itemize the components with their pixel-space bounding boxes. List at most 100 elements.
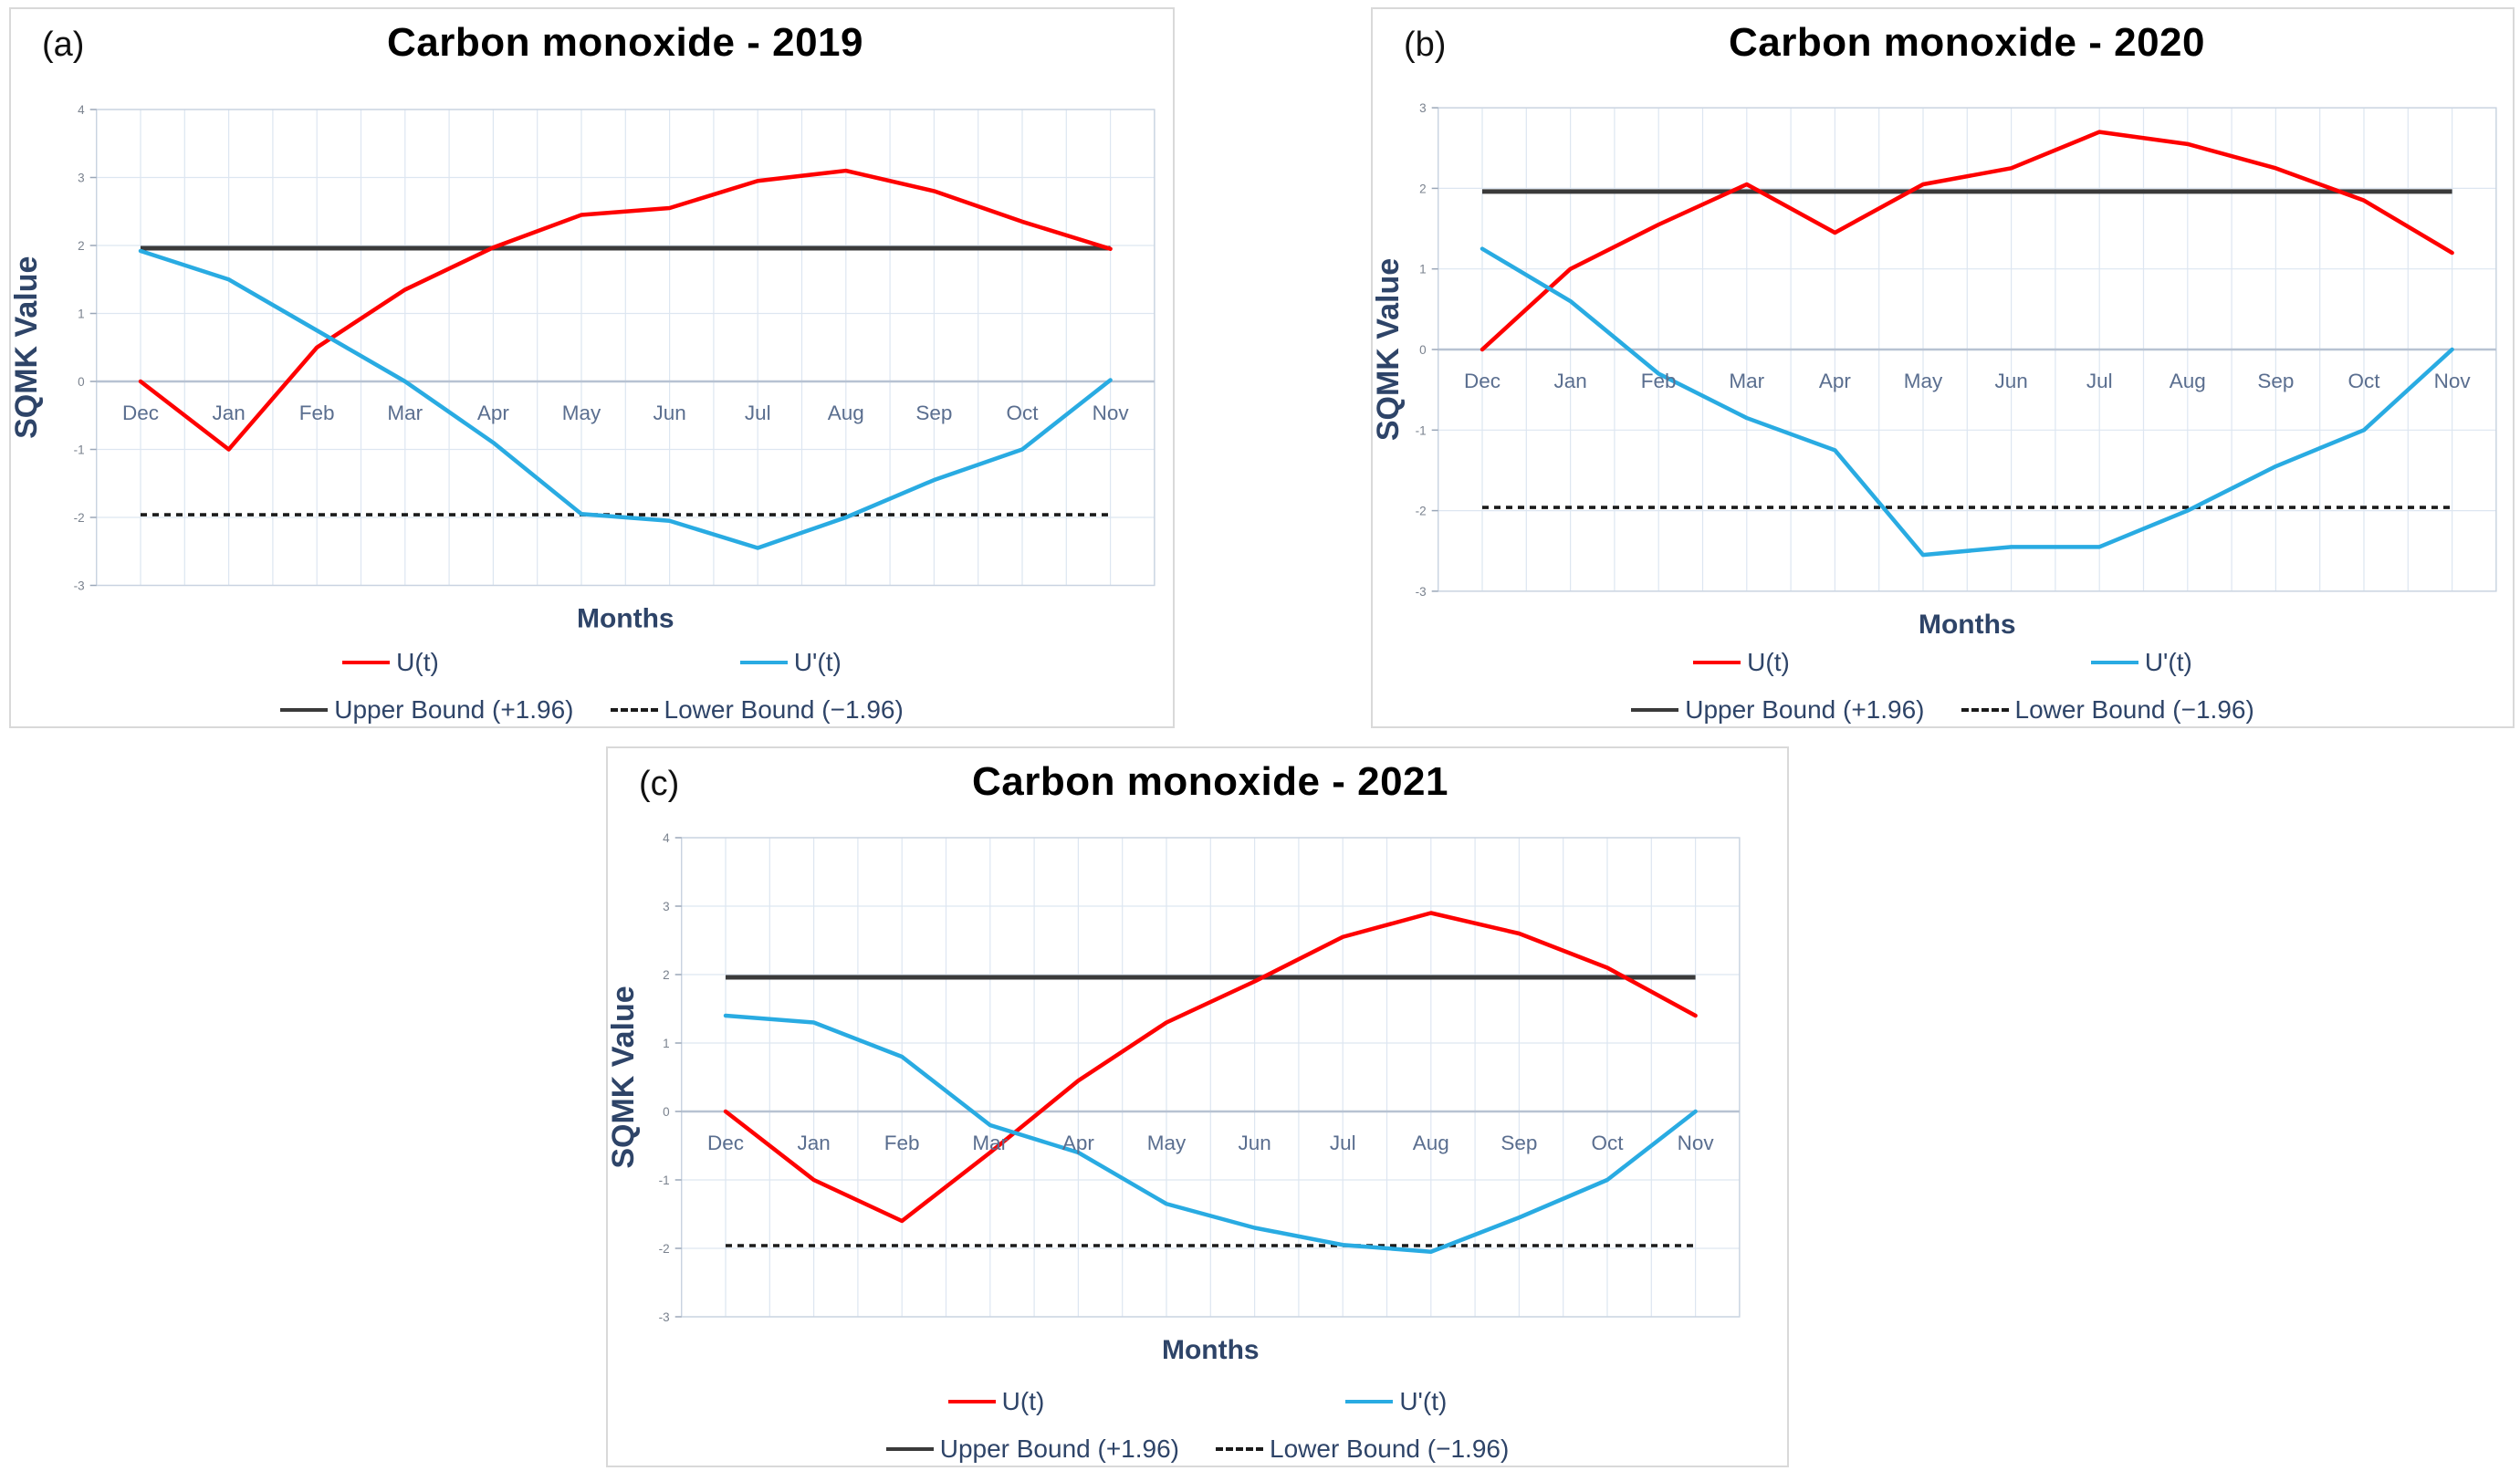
- y-tick-label: 3: [78, 172, 85, 185]
- chart-title: Carbon monoxide - 2019: [386, 20, 864, 65]
- legend-item-upper-bound: Upper Bound (+1.96): [280, 695, 574, 725]
- month-label: Jul: [2086, 370, 2113, 392]
- month-label: Mar: [972, 1132, 1008, 1154]
- y-tick-label: -1: [1416, 423, 1427, 437]
- y-axis-ticks: -3 -2 -1 0 1 2 3 4: [659, 831, 682, 1324]
- legend-label-u: U(t): [1747, 648, 1790, 676]
- month-label: May: [1904, 370, 1943, 392]
- y-tick-label: -2: [1416, 505, 1427, 518]
- chart-title: Carbon monoxide - 2020: [1728, 20, 2206, 65]
- y-tick-label: 3: [663, 900, 670, 913]
- legend-item-lower-bound: Lower Bound (−1.96): [1961, 695, 2254, 725]
- legend-label-u-prime: U'(t): [1399, 1387, 1448, 1415]
- month-label: Sep: [915, 402, 952, 424]
- y-tick-label: 2: [1419, 182, 1427, 195]
- legend-row-series: U(t) U'(t): [1373, 648, 2513, 677]
- y-tick-label: 3: [1419, 101, 1427, 115]
- u-prime-series-line: [1480, 246, 2454, 558]
- panel-letter: (a): [42, 26, 85, 64]
- month-label: Apr: [1062, 1132, 1095, 1154]
- u-series-line: [1480, 130, 2454, 352]
- month-label: Oct: [1591, 1132, 1624, 1154]
- legend-item-u-prime: U'(t): [739, 648, 842, 677]
- legend-item-u: U(t): [947, 1387, 1045, 1416]
- y-tick-label: 1: [78, 308, 85, 321]
- month-label: Jul: [1330, 1132, 1356, 1154]
- u-prime-line-swatch: [739, 661, 788, 664]
- legend-label-lower-bound: Lower Bound (−1.96): [1270, 1434, 1510, 1463]
- u-line-swatch: [1693, 661, 1741, 664]
- chart-title: Carbon monoxide - 2021: [971, 759, 1449, 804]
- y-tick-label: -3: [1416, 585, 1427, 599]
- month-label: Jan: [1553, 370, 1586, 392]
- y-axis-title: SQMK Value: [608, 986, 641, 1168]
- month-label: May: [1147, 1132, 1187, 1154]
- month-labels: Dec Jan Feb Mar Apr May Jun Jul Aug Sep Oct Nov: [707, 1132, 1714, 1154]
- y-tick-label: -2: [74, 511, 85, 525]
- x-axis-title: Months: [577, 604, 674, 634]
- month-label: Dec: [122, 402, 159, 424]
- y-tick-label: 0: [663, 1105, 670, 1119]
- upper-bound-swatch: [885, 1447, 934, 1451]
- legend-item-upper-bound: Upper Bound (+1.96): [885, 1434, 1179, 1464]
- line-chart-2021: -3 -2 -1 0 1 2 3 4 Dec Jan Feb Mar Apr May Jun Jul Aug Se…: [608, 831, 1741, 1365]
- month-label: Nov: [1678, 1132, 1715, 1154]
- legend-item-lower-bound: Lower Bound (−1.96): [1216, 1434, 1509, 1464]
- legend-label-u: U(t): [1001, 1387, 1045, 1415]
- x-axis-title: Months: [1919, 610, 2016, 640]
- month-labels: Dec Jan Feb Mar Apr May Jun Jul Aug Sep Oct Nov: [122, 402, 1129, 424]
- month-label: Sep: [2257, 370, 2294, 392]
- chart-panel-2021: (c) Carbon monoxide - 2021 -3 -2 -1 0 1 2 3 4 De…: [606, 746, 1789, 1467]
- month-label: Oct: [1006, 402, 1039, 424]
- u-prime-line-swatch: [2090, 661, 2138, 664]
- legend-row-bounds: Upper Bound (+1.96) Lower Bound (−1.96): [608, 1434, 1787, 1464]
- y-tick-label: 2: [663, 968, 670, 982]
- x-axis-title: Months: [1162, 1335, 1260, 1365]
- legend-label-upper-bound: Upper Bound (+1.96): [334, 695, 574, 724]
- y-axis-ticks: -3 -2 -1 0 1 2 3: [1416, 101, 1438, 599]
- month-label: Jul: [745, 402, 771, 424]
- y-tick-label: -2: [659, 1242, 670, 1256]
- month-label: Jun: [1238, 1132, 1270, 1154]
- legend-label-lower-bound: Lower Bound (−1.96): [664, 695, 904, 724]
- y-tick-label: -3: [659, 1310, 670, 1324]
- u-prime-series-line: [138, 248, 1113, 550]
- legend-label-u-prime: U'(t): [793, 648, 842, 676]
- y-axis-ticks: -3 -2 -1 0 1 2 3 4: [74, 103, 97, 593]
- legend-item-u-prime: U'(t): [1345, 1387, 1447, 1416]
- upper-bound-swatch: [1631, 708, 1679, 712]
- u-prime-line-swatch: [1345, 1400, 1394, 1403]
- month-label: Mar: [387, 402, 423, 424]
- u-line-swatch: [342, 661, 391, 664]
- legend-row-series: U(t) U'(t): [11, 648, 1173, 677]
- lower-bound-swatch: [1961, 708, 2009, 712]
- month-label: Apr: [1819, 370, 1852, 392]
- line-chart-2020: -3 -2 -1 0 1 2 3 Dec Jan Feb Mar Apr May Jun Jul Aug Sep…: [1373, 101, 2497, 640]
- legend-label-u-prime: U'(t): [2144, 648, 2192, 676]
- month-label: Feb: [299, 402, 335, 424]
- month-label: Aug: [1413, 1132, 1449, 1154]
- legend-row-series: U(t) U'(t): [608, 1387, 1787, 1416]
- month-label: Jun: [1994, 370, 2027, 392]
- legend-row-bounds: Upper Bound (+1.96) Lower Bound (−1.96): [1373, 695, 2513, 725]
- y-tick-label: 0: [1419, 343, 1427, 357]
- legend-row-bounds: Upper Bound (+1.96) Lower Bound (−1.96): [11, 695, 1173, 725]
- month-label: Sep: [1500, 1132, 1537, 1154]
- legend-item-lower-bound: Lower Bound (−1.96): [610, 695, 904, 725]
- legend-item-upper-bound: Upper Bound (+1.96): [1631, 695, 1925, 725]
- y-tick-label: 4: [78, 103, 85, 117]
- y-tick-label: -1: [659, 1174, 670, 1187]
- u-series-line: [723, 911, 1698, 1224]
- month-label: Nov: [2434, 370, 2472, 392]
- month-label: Apr: [477, 402, 510, 424]
- month-label: Nov: [1093, 402, 1130, 424]
- line-chart-2019: -3 -2 -1 0 1 2 3 4 Dec Jan Feb Mar Apr May Jun Jul Aug Se…: [11, 103, 1155, 634]
- y-tick-label: -1: [74, 443, 85, 457]
- month-label: Feb: [884, 1132, 920, 1154]
- chart-panel-2020: (b) Carbon monoxide - 2020 -3 -2 -1 0 1 2 3 Dec…: [1371, 7, 2515, 728]
- plot-border: [95, 109, 1155, 587]
- u-line-swatch: [947, 1400, 996, 1403]
- y-tick-label: 4: [663, 831, 670, 845]
- y-tick-label: 0: [78, 375, 85, 389]
- month-label: May: [562, 402, 601, 424]
